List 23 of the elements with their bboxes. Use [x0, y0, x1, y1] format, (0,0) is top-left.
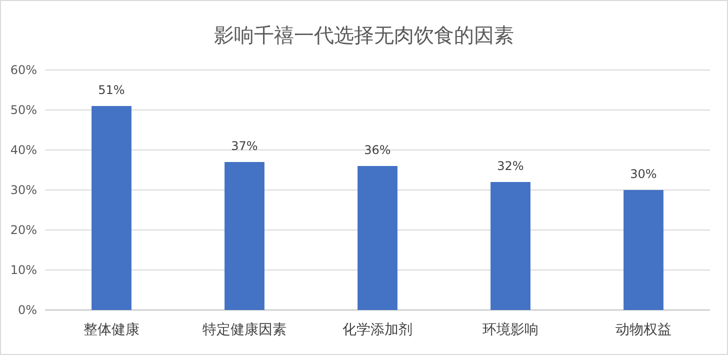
- bar: [490, 182, 530, 310]
- data-label: 51%: [98, 83, 125, 97]
- x-tick-label: 整体健康: [84, 322, 140, 338]
- chart-title: 影响千禧一代选择无肉饮食的因素: [214, 23, 514, 47]
- y-tick-label: 10%: [10, 263, 37, 278]
- y-tick-label: 60%: [10, 63, 37, 78]
- y-tick-label: 30%: [10, 183, 37, 198]
- data-label: 30%: [630, 167, 657, 181]
- bar: [224, 162, 264, 310]
- y-tick-label: 40%: [10, 143, 37, 158]
- bar: [358, 166, 398, 310]
- x-tick-label: 动物权益: [616, 322, 672, 338]
- data-label: 36%: [364, 143, 391, 157]
- bar: [624, 190, 664, 310]
- y-tick-label: 50%: [10, 103, 37, 118]
- bar: [92, 106, 132, 310]
- data-label: 32%: [497, 159, 524, 173]
- x-tick-label: 特定健康因素: [202, 322, 286, 338]
- y-tick-label: 20%: [10, 223, 37, 238]
- x-tick-label: 环境影响: [482, 322, 538, 338]
- y-tick-label: 0%: [18, 303, 37, 318]
- x-tick-label: 化学添加剂: [342, 322, 412, 338]
- data-label: 37%: [231, 139, 258, 153]
